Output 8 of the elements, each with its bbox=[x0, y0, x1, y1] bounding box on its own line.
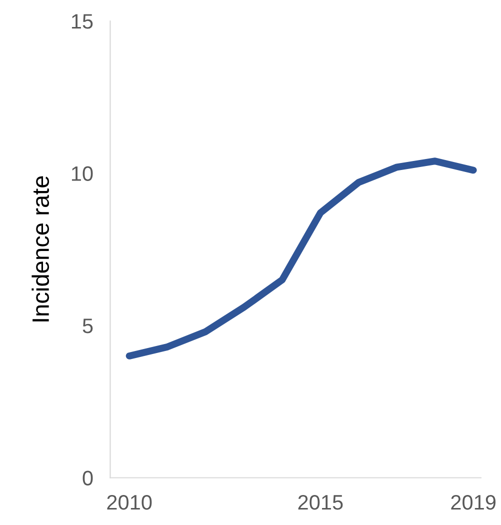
x-tick-label: 2010 bbox=[107, 494, 152, 510]
y-tick-label: 15 bbox=[72, 14, 93, 29]
x-tick-label: 2019 bbox=[451, 494, 496, 510]
y-tick-label: 0 bbox=[82, 470, 93, 486]
y-tick-label: 5 bbox=[82, 318, 93, 334]
x-tick-label: 2015 bbox=[298, 494, 343, 510]
y-tick-label: 10 bbox=[72, 166, 93, 182]
y-axis-title: Incidence rate bbox=[32, 176, 50, 322]
